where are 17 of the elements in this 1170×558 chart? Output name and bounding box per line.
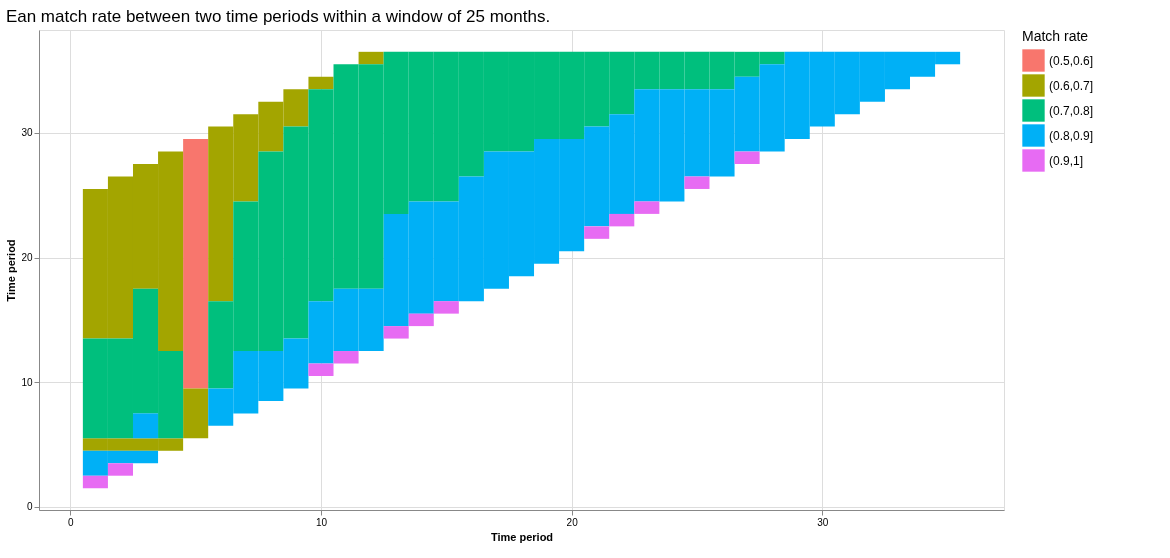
chart-title: Ean match rate between two time periods within a window of 25 months. — [5, 7, 551, 26]
y-tick-label: 0 — [26, 501, 33, 513]
legend-label: (0.6,0.7] — [1049, 78, 1094, 93]
x-tick-label: 20 — [566, 516, 579, 528]
legend-title: Match rate — [1022, 28, 1089, 44]
y-tick-label: 10 — [21, 376, 33, 388]
legend-label: (0.7,0.8] — [1049, 103, 1094, 118]
x-tick-label: 10 — [315, 516, 328, 528]
y-tick-label: 30 — [21, 127, 33, 139]
y-tick-label: 20 — [21, 252, 33, 264]
legend-label: (0.8,0.9] — [1049, 128, 1094, 143]
y-axis-title: Time period — [5, 239, 18, 302]
x-axis-title: Time period — [490, 530, 554, 543]
legend-label: (0.5,0.6] — [1049, 53, 1094, 68]
legend-label: (0.9,1] — [1049, 153, 1084, 168]
x-tick-label: 30 — [817, 516, 829, 528]
x-tick-label: 0 — [68, 516, 75, 528]
